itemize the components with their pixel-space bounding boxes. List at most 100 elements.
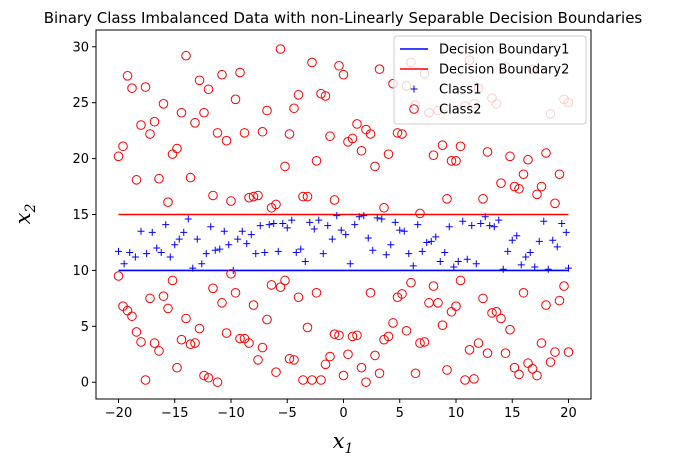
class2-point	[176, 107, 187, 118]
class2-point	[208, 283, 218, 294]
class2-point	[352, 330, 362, 341]
legend-class1-label: Class1	[439, 83, 481, 98]
class1-point	[400, 227, 408, 235]
class2-point	[428, 281, 439, 291]
class1-point	[391, 218, 399, 226]
class1-point	[562, 228, 570, 236]
class2-point	[541, 148, 551, 158]
class1-point	[531, 263, 539, 271]
class1-point	[337, 226, 345, 234]
class1-point	[450, 263, 458, 271]
class2-point	[442, 365, 452, 375]
class1-point	[508, 236, 516, 244]
class2-point	[347, 331, 358, 342]
class2-point	[491, 306, 502, 317]
class2-point	[185, 172, 196, 183]
class2-point	[131, 175, 142, 185]
class2-point	[392, 128, 403, 138]
class2-point	[554, 169, 565, 180]
class2-point	[145, 129, 155, 139]
class2-point	[329, 329, 340, 339]
class2-point	[122, 71, 133, 81]
class2-point	[473, 338, 484, 348]
y-tick-label: 25	[72, 96, 89, 111]
class2-point	[271, 367, 281, 377]
class2-point	[536, 338, 547, 348]
class2-point	[212, 377, 223, 388]
class1-point	[288, 216, 296, 224]
class2-point	[199, 370, 209, 381]
class2-point	[329, 195, 340, 205]
class1-point	[382, 251, 390, 259]
y-axis-label: x2	[11, 204, 39, 225]
x-tick-label: −20	[105, 406, 132, 421]
class2-point	[230, 287, 241, 298]
class2-point	[442, 194, 452, 204]
x-tick-label: −15	[161, 406, 188, 421]
class2-point	[194, 75, 205, 86]
class1-point	[198, 260, 206, 268]
class2-point	[302, 322, 313, 333]
class2-point	[253, 355, 263, 365]
class2-point	[446, 156, 457, 166]
class2-point	[383, 149, 394, 159]
y-tick-label: 10	[72, 264, 89, 279]
class2-point	[230, 94, 241, 105]
class2-point	[293, 292, 304, 303]
class1-point	[486, 222, 494, 230]
class1-point	[360, 212, 368, 220]
class2-point	[496, 178, 506, 188]
class1-point	[153, 244, 161, 252]
class1-point	[148, 228, 156, 236]
class2-point	[541, 300, 551, 310]
class2-point	[203, 372, 214, 383]
class2-point	[428, 150, 439, 161]
class2-point	[419, 337, 430, 347]
class2-point	[203, 84, 214, 95]
class2-point	[469, 374, 479, 384]
class2-point	[235, 67, 245, 78]
y-tick-label: 30	[72, 40, 89, 55]
legend-class2: Class2	[409, 103, 481, 118]
class1-point	[409, 262, 417, 270]
legend-boundary1-label: Decision Boundary1	[439, 43, 569, 58]
class2-point	[334, 330, 344, 341]
class2-point	[212, 128, 223, 138]
class2-point	[536, 181, 547, 192]
class2-point	[365, 129, 376, 139]
class2-point	[356, 145, 367, 156]
class1-point	[477, 219, 485, 227]
plot-area	[113, 44, 574, 388]
class2-point	[235, 333, 245, 344]
class2-point	[397, 129, 407, 139]
class2-point	[343, 349, 353, 360]
class1-point	[247, 231, 255, 239]
class2-point	[451, 156, 461, 166]
class1-point	[387, 241, 395, 249]
class2-point	[338, 69, 349, 80]
class2-point	[415, 208, 425, 219]
class2-point	[320, 91, 331, 101]
class2-point	[158, 99, 169, 109]
class2-point	[253, 190, 263, 201]
class2-point	[563, 347, 574, 357]
class2-point	[140, 82, 151, 92]
class1-point	[166, 253, 174, 261]
class1-point	[414, 221, 422, 229]
class1-point	[261, 249, 269, 257]
class1-point	[126, 249, 134, 257]
class2-point	[302, 191, 313, 202]
class1-point	[131, 253, 139, 261]
x-tick-label: 5	[396, 406, 404, 421]
class2-point	[356, 362, 367, 373]
class1-point	[513, 232, 521, 240]
class1-point	[544, 265, 552, 273]
class1-point	[472, 260, 480, 268]
legend: Decision Boundary1 Decision Boundary2 Clas…	[393, 35, 587, 125]
class1-point	[558, 219, 566, 227]
class2-point	[514, 183, 524, 194]
class1-point	[115, 247, 122, 255]
series-class1	[115, 212, 572, 274]
class1-point	[274, 247, 282, 255]
class1-point	[328, 235, 336, 243]
